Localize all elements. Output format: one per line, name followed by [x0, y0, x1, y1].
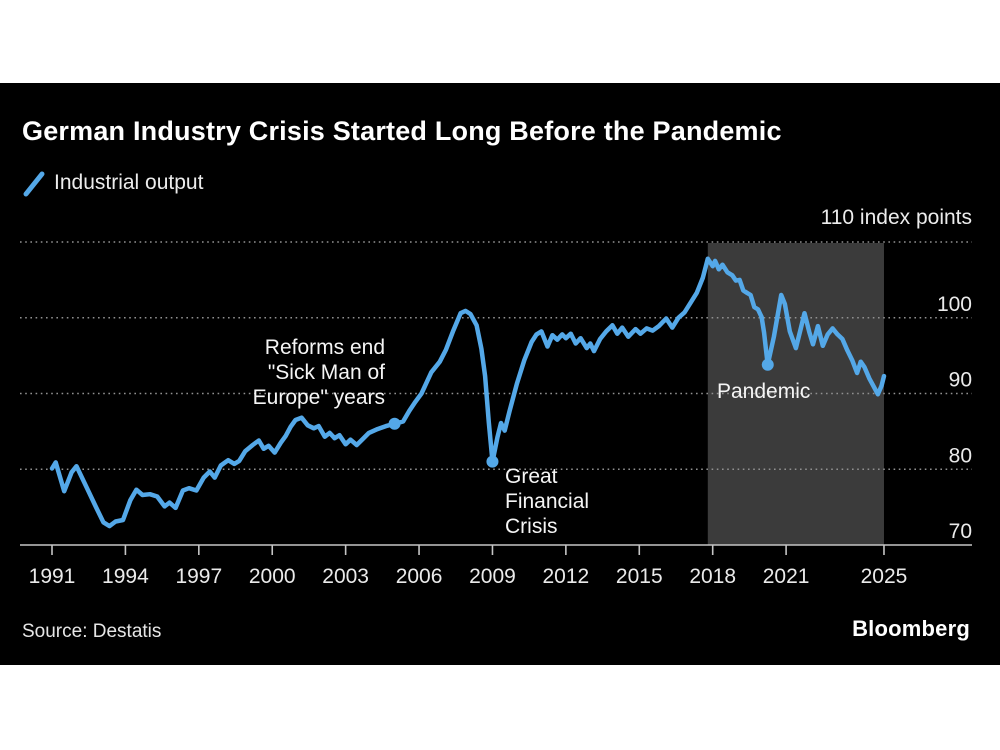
source-label: Source: Destatis	[22, 621, 162, 642]
x-tick-label: 2018	[689, 565, 736, 588]
chart-title: German Industry Crisis Started Long Befo…	[22, 116, 782, 146]
annotation-reforms: Reforms end "Sick Man of Europe" years	[253, 335, 385, 410]
event-marker-dot	[486, 455, 499, 468]
event-marker-dot	[761, 358, 774, 371]
chart-card: 1991 1994 1997 2000 2003 2006 2009 2012 2015 2018…	[0, 83, 1000, 665]
y-tick-label: 70	[949, 520, 972, 543]
legend-slash-icon	[23, 171, 45, 197]
y-tick-label: 90	[949, 369, 972, 392]
annotation-pandemic: Pandemic	[717, 379, 810, 404]
x-tick-label: 2025	[861, 565, 908, 588]
annotation-line: Great	[505, 465, 558, 488]
x-tick-label: 1997	[175, 565, 222, 588]
y-tick-label: 100	[937, 293, 972, 316]
annotation-line: "Sick Man of	[267, 361, 385, 384]
x-tick-label: 2006	[396, 565, 443, 588]
x-tick-label: 2021	[763, 565, 810, 588]
line-swatch-icon	[22, 171, 46, 202]
x-tick-label: 2012	[543, 565, 590, 588]
legend-label: Industrial output	[54, 171, 204, 194]
annotation-line: Pandemic	[717, 380, 811, 403]
annotation-line: Financial	[505, 490, 590, 513]
x-tick-label: 2009	[469, 565, 516, 588]
x-tick-label: 2000	[249, 565, 296, 588]
x-tick-label: 1994	[102, 565, 149, 588]
annotation-line: Europe" years	[252, 386, 385, 409]
annotation-gfc: Great Financial Crisis	[505, 464, 589, 539]
annotation-line: Crisis	[505, 515, 558, 538]
bloomberg-logo: Bloomberg	[852, 616, 970, 641]
industrial-output-line	[49, 256, 887, 529]
annotation-line: Reforms end	[264, 336, 385, 359]
industrial-output-chart: 1991 1994 1997 2000 2003 2006 2009 2012 2015 2018…	[20, 241, 972, 588]
event-marker-dot	[388, 417, 401, 430]
x-tick-label: 1991	[29, 565, 76, 588]
y-axis-unit-label: 110 index points	[820, 206, 972, 229]
y-tick-label: 80	[949, 444, 972, 467]
x-tick-label: 2003	[322, 565, 369, 588]
x-tick-label: 2015	[616, 565, 663, 588]
